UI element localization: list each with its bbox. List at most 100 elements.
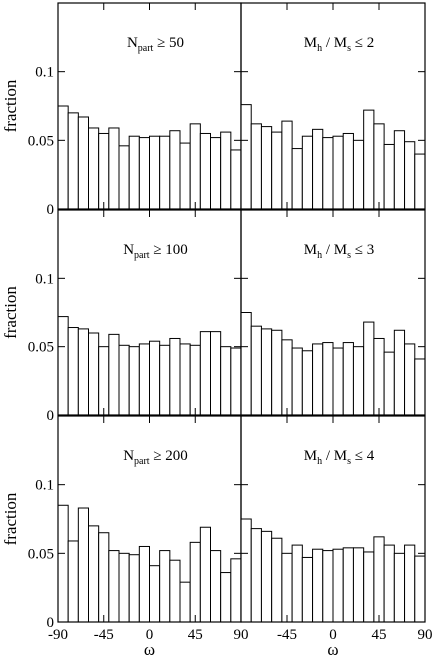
bar-p3-bin-16 <box>210 331 222 416</box>
bar-p3-bin-15 <box>199 331 212 416</box>
bar-p5-bin-11 <box>159 550 171 623</box>
xtick-label-p6-4: 90 <box>418 627 433 643</box>
xtick-label-p5-2: 0 <box>146 627 154 643</box>
bar-p2-bin-18 <box>414 153 426 210</box>
bar-p6-bin-8 <box>312 548 324 623</box>
ytick-label-p3-1: 0.05 <box>28 340 54 356</box>
bar-p5-bin-2 <box>67 540 79 623</box>
xtick-label-p5-3: 45 <box>188 627 203 643</box>
bar-p6-bin-10 <box>332 548 344 623</box>
ytick-label-p5-2: 0.1 <box>35 478 54 494</box>
bar-p3-bin-10 <box>149 340 161 416</box>
bar-p5-bin-9 <box>138 545 151 623</box>
ytick-label-p3-2: 0.1 <box>35 271 54 287</box>
bar-p4-bin-13 <box>363 321 375 416</box>
bar-p4-bin-10 <box>332 347 344 416</box>
bar-p6-bin-14 <box>373 536 385 623</box>
bar-p5-bin-1 <box>57 504 69 623</box>
bar-p2-bin-14 <box>373 123 385 210</box>
bar-p1-bin-14 <box>189 123 201 210</box>
bar-p2-bin-16 <box>393 130 406 210</box>
bar-p3-bin-13 <box>179 343 191 416</box>
bar-p4-bin-4 <box>271 329 283 416</box>
bar-p2-bin-5 <box>281 120 293 210</box>
bar-p1-bin-10 <box>149 135 161 210</box>
ytick-label-p5-1: 0.05 <box>28 546 54 562</box>
panel-annotation-5: Npart ≥ 200 <box>123 448 188 467</box>
bar-p1-bin-12 <box>169 130 181 210</box>
bar-p1-bin-4 <box>88 127 100 210</box>
bar-p6-bin-5 <box>281 552 293 623</box>
bar-p5-bin-13 <box>179 581 191 623</box>
bar-p3-bin-6 <box>108 333 120 416</box>
bar-p1-bin-5 <box>98 132 110 210</box>
panel-annotation-1: Npart ≥ 50 <box>127 35 184 54</box>
ytick-label-p3-0: 0 <box>47 408 55 424</box>
bar-p2-bin-11 <box>342 132 354 210</box>
bar-p4-bin-5 <box>281 339 293 416</box>
panel-annotation-3: Npart ≥ 100 <box>123 242 188 261</box>
bar-p2-bin-2 <box>250 123 262 210</box>
xtick-label-p6-3: 45 <box>372 627 387 643</box>
bar-p2-bin-10 <box>332 135 344 210</box>
panel-annotation-6: Mh / Ms ≤ 4 <box>304 448 375 467</box>
bar-p6-bin-3 <box>260 530 273 623</box>
bar-p2-bin-1 <box>240 104 252 210</box>
bar-p5-bin-18 <box>230 558 242 623</box>
ytick-label-p1-0: 0 <box>47 202 55 218</box>
bar-p3-bin-11 <box>159 344 171 416</box>
bar-p5-bin-6 <box>108 550 120 623</box>
bar-p2-bin-12 <box>352 139 365 210</box>
xtick-label-p5-0: -90 <box>48 627 68 643</box>
bar-p3-bin-4 <box>88 332 100 416</box>
bar-p6-bin-13 <box>363 551 375 623</box>
bar-p5-bin-3 <box>77 507 90 623</box>
bar-p5-bin-16 <box>210 550 222 623</box>
bar-p3-bin-8 <box>128 346 140 416</box>
bar-p4-bin-14 <box>373 337 385 416</box>
bar-p4-bin-9 <box>322 342 334 416</box>
bar-p1-bin-11 <box>159 135 171 210</box>
xtick-label-p5-1: -45 <box>94 627 114 643</box>
bar-p5-bin-7 <box>118 552 130 623</box>
bar-p4-bin-18 <box>414 358 426 416</box>
bar-p6-bin-18 <box>414 555 426 623</box>
bar-p6-bin-11 <box>342 547 354 623</box>
bar-p1-bin-1 <box>57 105 69 210</box>
xtick-label-p5-4: 90 <box>234 627 249 643</box>
bar-p6-bin-2 <box>250 528 262 623</box>
bar-p3-bin-14 <box>189 344 201 416</box>
bar-p5-bin-14 <box>189 541 201 623</box>
bar-p1-bin-8 <box>128 135 140 210</box>
bar-p6-bin-16 <box>393 552 406 623</box>
bar-p1-bin-9 <box>138 137 151 210</box>
bar-p5-bin-10 <box>149 565 161 623</box>
bar-p2-bin-7 <box>301 135 314 210</box>
bar-p6-bin-9 <box>322 550 334 623</box>
bar-p6-bin-4 <box>271 537 283 623</box>
xtick-label-p6-2: 0 <box>329 627 337 643</box>
bar-p1-bin-13 <box>179 142 191 210</box>
bar-p4-bin-1 <box>240 312 252 416</box>
bar-p2-bin-17 <box>404 141 416 210</box>
bar-p5-bin-4 <box>88 525 100 623</box>
x-axis-label-p6: ω <box>327 640 338 657</box>
bar-p3-bin-17 <box>220 346 232 416</box>
bar-p2-bin-15 <box>383 143 395 210</box>
bar-p6-bin-6 <box>291 544 303 623</box>
bar-p5-bin-17 <box>220 572 232 623</box>
bar-p2-bin-4 <box>271 131 283 210</box>
bar-p5-bin-12 <box>169 559 181 623</box>
bar-p6-bin-1 <box>240 518 252 623</box>
y-axis-label-p3: fraction <box>1 286 20 339</box>
bar-p2-bin-9 <box>322 137 334 210</box>
bar-p3-bin-9 <box>138 343 151 416</box>
bar-p6-bin-15 <box>383 544 395 623</box>
bar-p4-bin-11 <box>342 342 354 416</box>
bar-p5-bin-15 <box>199 526 212 623</box>
bar-p2-bin-6 <box>291 148 303 210</box>
bar-p2-bin-8 <box>312 128 324 210</box>
bar-p4-bin-2 <box>250 325 262 416</box>
x-axis-label-p5: ω <box>144 640 155 657</box>
